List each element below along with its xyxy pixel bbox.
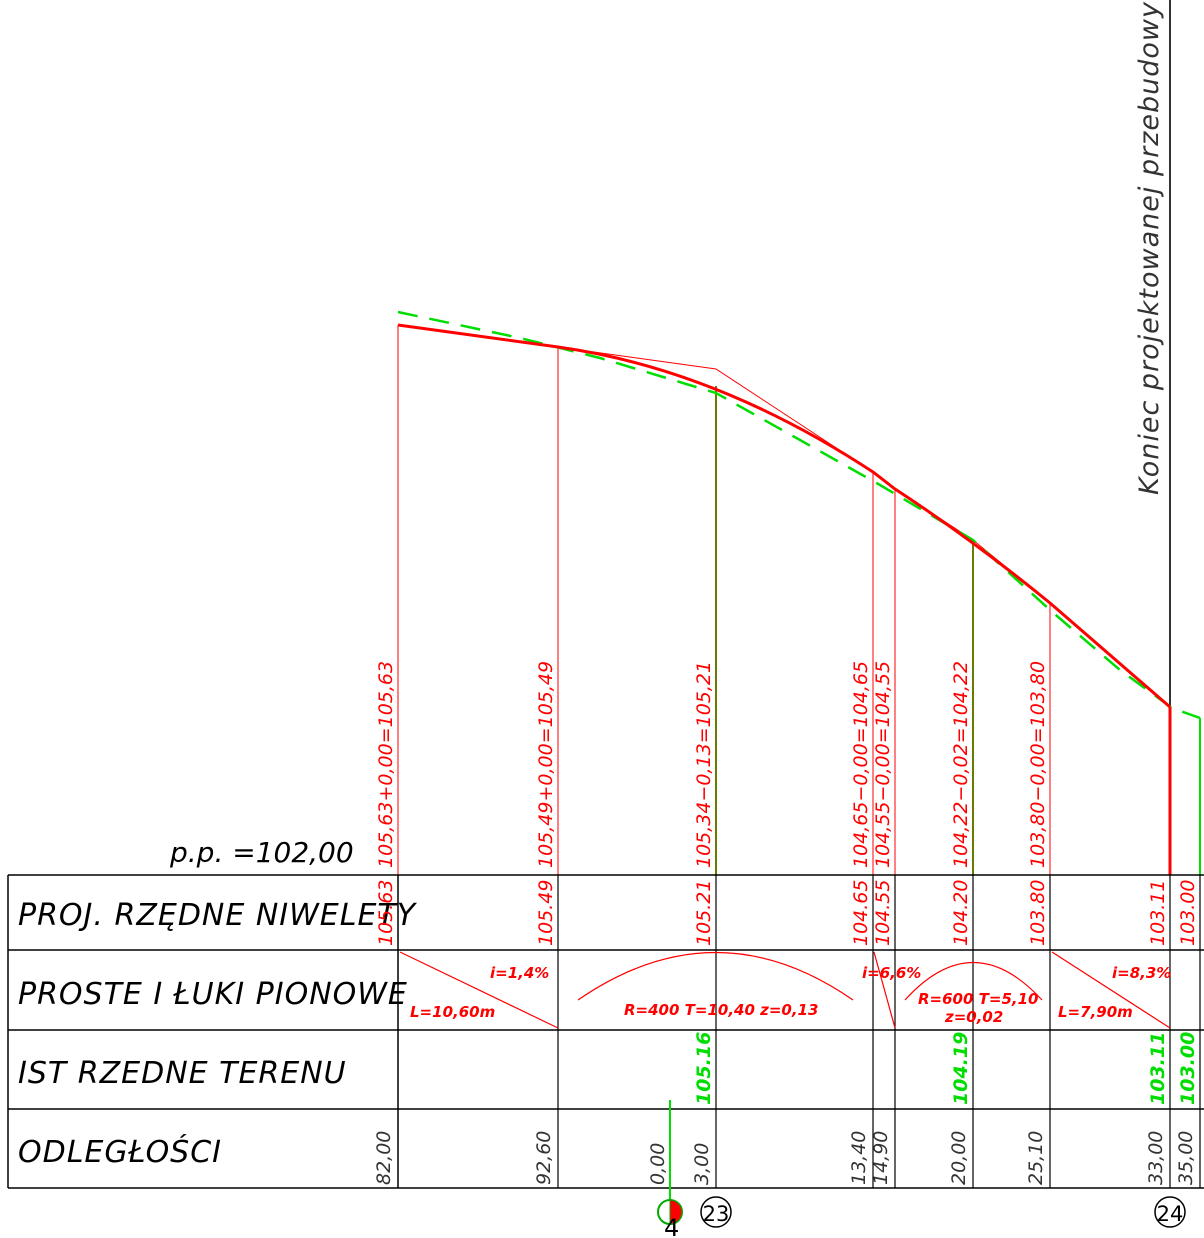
proj-elevation-value: 105.49 [535, 880, 557, 946]
seg2-grade: i=6,6% [862, 964, 921, 982]
proj-elevation-value: 105.21 [693, 880, 715, 946]
elevation-calc-labels: 105,63+0,00=105,63 105,49+0,00=105,49 105,… [375, 661, 1049, 868]
marker-23-label: 23 [703, 1202, 730, 1226]
curve1-params: R=400 T=10,40 z=0,13 [624, 1001, 818, 1019]
elevation-calc-label: 105,63+0,00=105,63 [375, 661, 397, 868]
proj-elevation-value: 104.55 [872, 880, 894, 946]
zero-dist: 0,00 [647, 1143, 669, 1185]
grades-curves: i=1,4% L=10,60m R=400 T=10,40 z=0,13 i=6… [399, 951, 1171, 1029]
elevation-calc-label: 105,34−0,13=105,21 [693, 661, 715, 868]
distance-value: 3,00 [691, 1143, 713, 1185]
distance-value: 35,00 [1175, 1131, 1197, 1185]
table-cells: 105.63 82,00 105.49 92,60 105.21 105.16 3,00 10… [373, 880, 1199, 1185]
elevation-calc-label: 103,80−0,00=103,80 [1027, 661, 1049, 868]
distance-value: 33,00 [1145, 1131, 1167, 1185]
proj-elevation-value: 103.00 [1177, 880, 1199, 946]
datum-label: p.p. =102,00 [169, 836, 354, 869]
curve2-params: R=600 T=5,10 [918, 990, 1038, 1008]
seg3-length: L=7,90m [1058, 1003, 1133, 1021]
distance-value: 13,40 [848, 1131, 870, 1185]
profile-table [7, 874, 1204, 1189]
distance-value: 25,10 [1025, 1131, 1047, 1185]
proj-elevation-value: 104.20 [950, 880, 972, 946]
terrain-line [397, 310, 1201, 720]
marker-24: 24 [1154, 1196, 1186, 1228]
terrain-elevation-value: 103.11 [1147, 1032, 1169, 1105]
seg3-grade: i=8,3% [1112, 964, 1171, 982]
tangent-construction [557, 346, 874, 473]
elevation-calc-label: 105,49+0,00=105,49 [535, 661, 557, 868]
terrain-elevation-value: 105.16 [693, 1032, 715, 1105]
marker-24-label: 24 [1157, 1202, 1184, 1226]
proj-elevation-value: 104.65 [850, 880, 872, 946]
proj-elevation-value: 103.80 [1027, 880, 1049, 946]
curve2-z: z=0,02 [944, 1008, 1003, 1026]
terrain-elevation-value: 103.00 [1177, 1032, 1199, 1105]
seg1-length: L=10,60m [410, 1003, 495, 1021]
elevation-calc-label: 104,65−0,00=104,65 [850, 661, 872, 868]
row-label-ist: IST RZEDNE TERENU [18, 1056, 347, 1091]
row-label-odl: ODLEGŁOŚCI [18, 1133, 222, 1170]
proj-elevation-value: 105.63 [375, 880, 397, 946]
marker-4-label: 4 [664, 1214, 679, 1238]
seg1-grade: i=1,4% [490, 964, 549, 982]
distance-value: 14,90 [870, 1131, 892, 1185]
row-label-proj: PROJ. RZĘDNE NIWELETY [18, 898, 418, 933]
distance-value: 92,60 [533, 1131, 555, 1185]
marker-4: 4 [657, 1199, 683, 1238]
table-station-lines [557, 875, 1201, 1188]
marker-23: 23 [700, 1196, 732, 1228]
end-label: Koniec projektowanej przebudowy [1134, 1, 1165, 495]
proj-elevation-value: 103.11 [1147, 880, 1169, 946]
station-verticals [397, 325, 1051, 875]
elevation-calc-label: 104,22−0,02=104,22 [950, 661, 972, 868]
design-grade-line [397, 323, 1171, 709]
elevation-calc-label: 104,55−0,00=104,55 [872, 661, 894, 868]
terrain-elevation-value: 104.19 [950, 1032, 972, 1105]
row-label-proste: PROSTE I ŁUKI PIONOWE [18, 977, 408, 1012]
distance-value: 20,00 [948, 1131, 970, 1185]
distance-value: 82,00 [373, 1131, 395, 1185]
